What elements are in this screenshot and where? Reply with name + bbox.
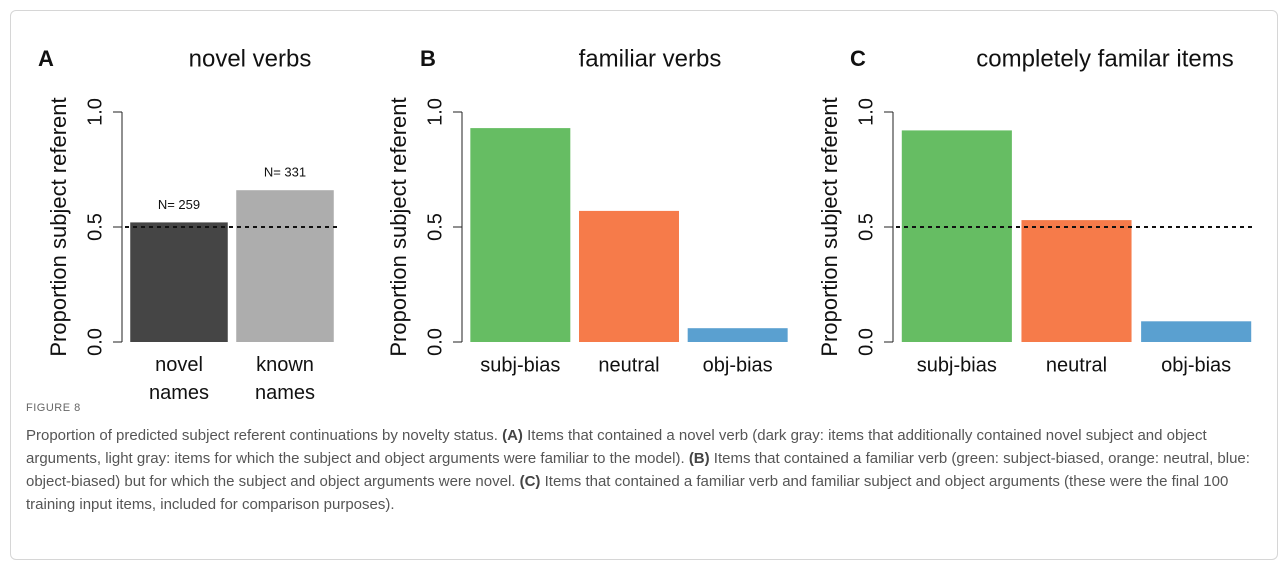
caption-text: Items that contained a familiar verb and… xyxy=(26,473,1229,513)
x-tick-label: neutral xyxy=(598,354,659,376)
bar xyxy=(901,130,1012,342)
y-tick-label: 0.0 xyxy=(855,328,877,356)
x-tick-label: subj-bias xyxy=(480,354,560,376)
x-tick-label: known names xyxy=(255,354,315,400)
bar xyxy=(1021,220,1132,342)
bar xyxy=(130,222,228,342)
figure-frame xyxy=(10,10,1278,560)
bar xyxy=(470,128,571,342)
caption-text: Proportion of predicted subject referent… xyxy=(26,427,503,444)
x-tick-label: neutral xyxy=(1046,354,1107,376)
y-tick-label: 0.5 xyxy=(855,213,877,241)
panel-letter: A xyxy=(38,46,54,71)
caption-panel-ref: (C) xyxy=(519,473,541,490)
caption: Proportion of predicted subject referent… xyxy=(26,424,1262,516)
bar xyxy=(687,328,788,342)
y-axis-label: Proportion subject referent xyxy=(386,97,411,356)
y-tick-label: 1.0 xyxy=(84,98,106,126)
bar-annotation: N= 259 xyxy=(158,197,200,212)
caption-text: Items that contained a novel verb (dark … xyxy=(26,427,1207,467)
y-tick-label: 1.0 xyxy=(855,98,877,126)
caption-panel-ref: (B) xyxy=(688,450,710,467)
x-tick-label: subj-bias xyxy=(917,354,997,376)
bar xyxy=(236,190,334,342)
y-tick-label: 0.0 xyxy=(424,328,446,356)
bar xyxy=(579,210,679,342)
panel-letter: C xyxy=(850,46,866,71)
figure-label: FIGURE 8 xyxy=(26,402,81,414)
y-tick-label: 0.5 xyxy=(424,213,446,241)
caption-text: Items that contained a familiar verb (gr… xyxy=(26,450,1250,490)
y-tick-label: 0.0 xyxy=(84,328,106,356)
panel-title: familiar verbs xyxy=(579,45,722,72)
y-axis-label: Proportion subject referent xyxy=(46,97,71,356)
panel-letter: B xyxy=(420,46,436,71)
y-axis-label: Proportion subject referent xyxy=(817,97,842,356)
x-tick-label: obj-bias xyxy=(703,354,773,376)
x-tick-label: novel names xyxy=(149,354,209,400)
bar-annotation: N= 331 xyxy=(264,165,306,180)
panel-title: completely familar items xyxy=(976,45,1233,72)
bar xyxy=(1141,321,1252,342)
x-tick-label: obj-bias xyxy=(1161,354,1231,376)
y-tick-label: 1.0 xyxy=(424,98,446,126)
y-tick-label: 0.5 xyxy=(84,213,106,241)
caption-panel-ref: (A) xyxy=(502,427,523,444)
panel-title: novel verbs xyxy=(189,45,312,72)
